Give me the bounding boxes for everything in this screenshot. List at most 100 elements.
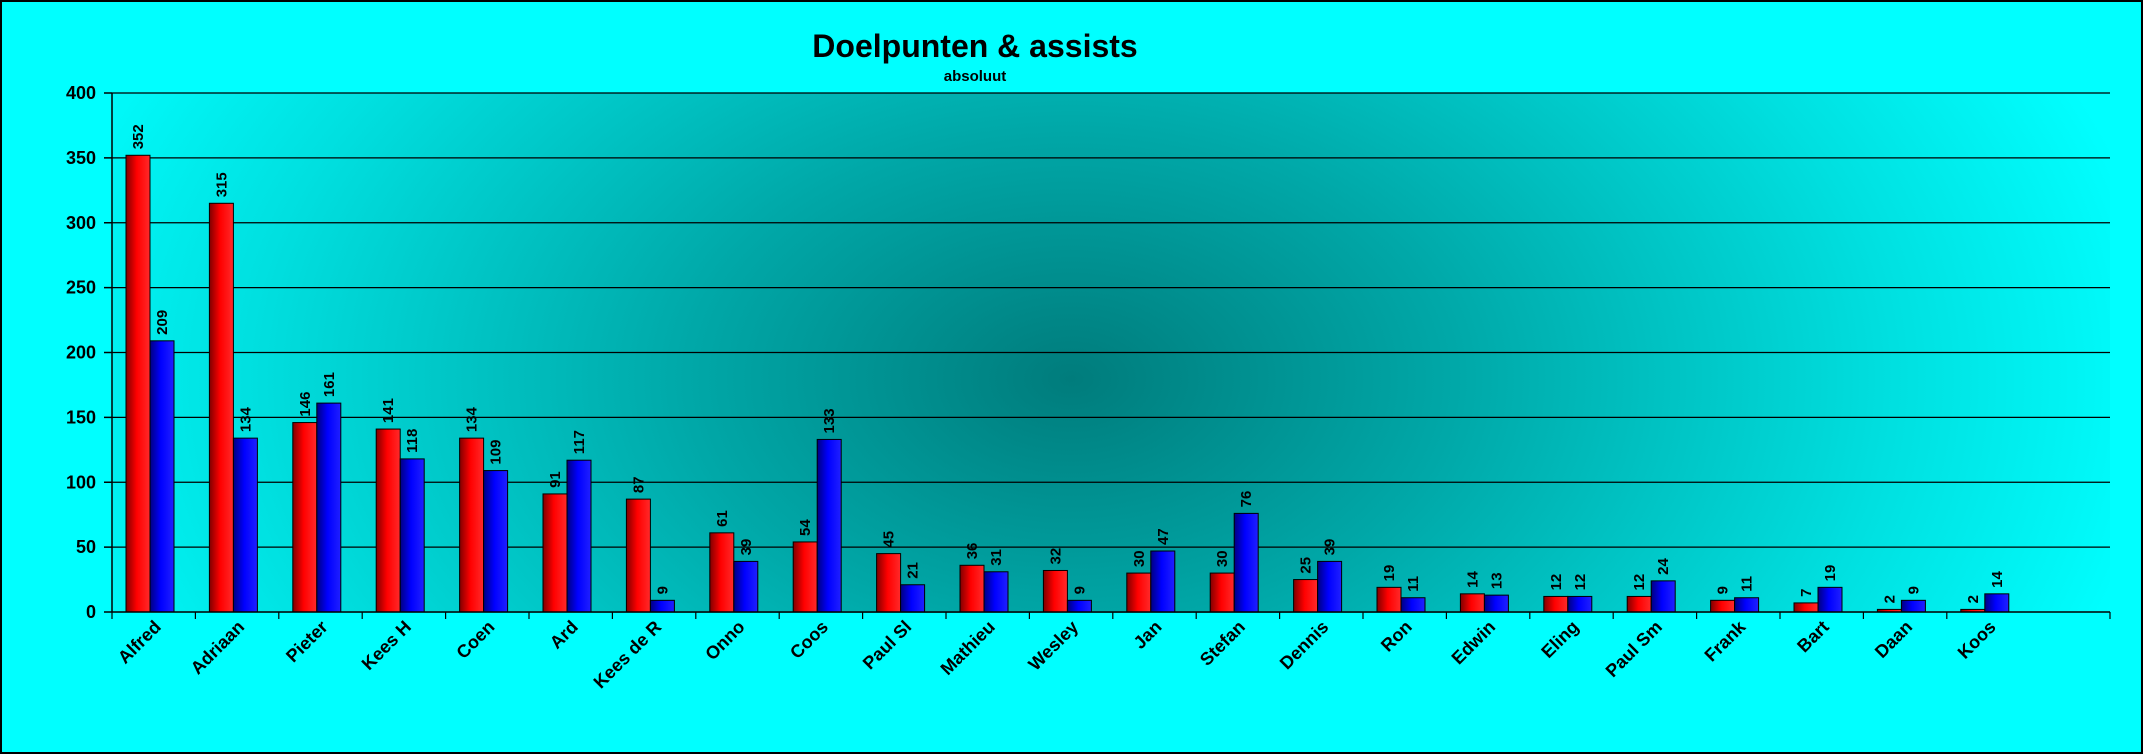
data-label: 109 (488, 440, 505, 465)
y-tick-label: 200 (66, 343, 96, 363)
data-label: 134 (237, 406, 254, 432)
bar-doelpunten (292, 422, 318, 613)
data-label: 9 (1071, 586, 1088, 594)
bar-assists (232, 437, 258, 613)
bar-assists (1150, 550, 1176, 613)
data-label: 133 (821, 408, 838, 433)
bar-doelpunten (876, 553, 902, 613)
chart-subtitle: absoluut (944, 68, 1007, 85)
data-label: 12 (1572, 574, 1589, 591)
data-label: 161 (321, 372, 338, 397)
bar-doelpunten (792, 541, 818, 613)
data-label: 25 (1298, 557, 1315, 574)
data-label: 118 (404, 429, 421, 453)
data-label: 12 (1631, 574, 1648, 591)
bar-doelpunten (959, 564, 985, 613)
y-tick-label: 50 (76, 537, 96, 557)
bar-doelpunten (208, 202, 234, 613)
data-label: 14 (1464, 570, 1481, 587)
x-category-label: Koos (1954, 617, 2000, 663)
y-tick-label: 250 (66, 278, 96, 298)
bar-assists (649, 599, 675, 613)
bar-doelpunten (1126, 572, 1152, 613)
data-label: 9 (1905, 586, 1922, 594)
data-label: 91 (547, 471, 564, 488)
bar-assists (566, 459, 592, 613)
bar-assists (1066, 599, 1092, 613)
data-label: 36 (964, 543, 981, 560)
y-tick-label: 150 (66, 407, 96, 427)
bar-assists (733, 560, 759, 613)
bar-assists (1817, 586, 1843, 613)
bar-doelpunten (375, 428, 401, 613)
x-category-label: Kees de R (590, 617, 666, 693)
bar-assists (1650, 580, 1676, 613)
bar-doelpunten (1626, 595, 1652, 613)
bar-doelpunten (1793, 602, 1819, 613)
data-label: 146 (297, 392, 314, 417)
data-label: 39 (738, 539, 755, 556)
data-label: 24 (1655, 558, 1672, 575)
data-label: 9 (654, 586, 671, 594)
x-category-label: Jan (1130, 617, 1166, 653)
data-label: 209 (154, 310, 171, 335)
x-category-label: Frank (1701, 616, 1751, 666)
bars: 3522093151341461611411181341099111787961… (125, 124, 2010, 613)
bar-doelpunten (1376, 586, 1402, 613)
bar-assists (1400, 597, 1426, 613)
bar-doelpunten (1710, 599, 1736, 613)
bar-doelpunten (1042, 569, 1068, 613)
bar-assists (1483, 594, 1509, 613)
bar-doelpunten (625, 498, 651, 613)
x-category-label: Wesley (1024, 617, 1082, 675)
x-category-label: Adriaan (187, 617, 249, 679)
y-tick-label: 300 (66, 213, 96, 233)
data-label: 45 (881, 531, 898, 548)
bar-assists (1317, 560, 1343, 613)
x-category-label: Stefan (1196, 617, 1249, 670)
data-label: 11 (1405, 576, 1422, 592)
x-category-label: Pieter (282, 617, 332, 667)
bar-assists (316, 402, 342, 613)
data-label: 19 (1822, 565, 1839, 582)
data-label: 13 (1488, 572, 1505, 589)
data-label: 11 (1739, 576, 1756, 592)
y-tick-label: 0 (86, 602, 96, 622)
x-category-label: Eling (1537, 617, 1582, 662)
data-label: 87 (630, 476, 647, 493)
bar-assists (816, 438, 842, 613)
bar-doelpunten (1209, 572, 1235, 613)
bar-doelpunten (542, 493, 568, 613)
x-category-label: Bart (1793, 617, 1833, 657)
gridlines (112, 92, 2110, 548)
bar-assists (1567, 595, 1593, 613)
data-label: 117 (571, 430, 588, 454)
data-label: 30 (1214, 550, 1231, 567)
data-label: 141 (380, 398, 397, 423)
bar-assists (900, 584, 926, 613)
data-label: 134 (464, 406, 481, 432)
bar-doelpunten (459, 437, 485, 613)
bar-doelpunten (709, 532, 735, 613)
x-category-label: Daan (1871, 617, 1916, 662)
x-category-label: Paul Sm (1602, 617, 1666, 681)
data-label: 12 (1548, 574, 1565, 591)
x-category-label: Mathieu (937, 617, 999, 679)
bar-doelpunten (1543, 595, 1569, 613)
x-category-label: Onno (701, 617, 748, 664)
bar-doelpunten (125, 154, 151, 613)
x-category-label: Alfred (114, 617, 165, 668)
bar-assists (983, 571, 1009, 613)
data-label: 7 (1798, 589, 1815, 597)
bar-assists (483, 470, 509, 613)
data-label: 2 (1965, 595, 1982, 603)
bar-assists (399, 458, 425, 613)
data-label: 39 (1322, 539, 1339, 556)
data-label: 21 (905, 562, 922, 579)
data-label: 19 (1381, 565, 1398, 582)
data-label: 352 (130, 124, 147, 149)
x-category-label: Coen (452, 617, 498, 663)
bar-doelpunten (1459, 593, 1485, 613)
bar-assists (1233, 512, 1259, 613)
y-tick-label: 100 (66, 472, 96, 492)
